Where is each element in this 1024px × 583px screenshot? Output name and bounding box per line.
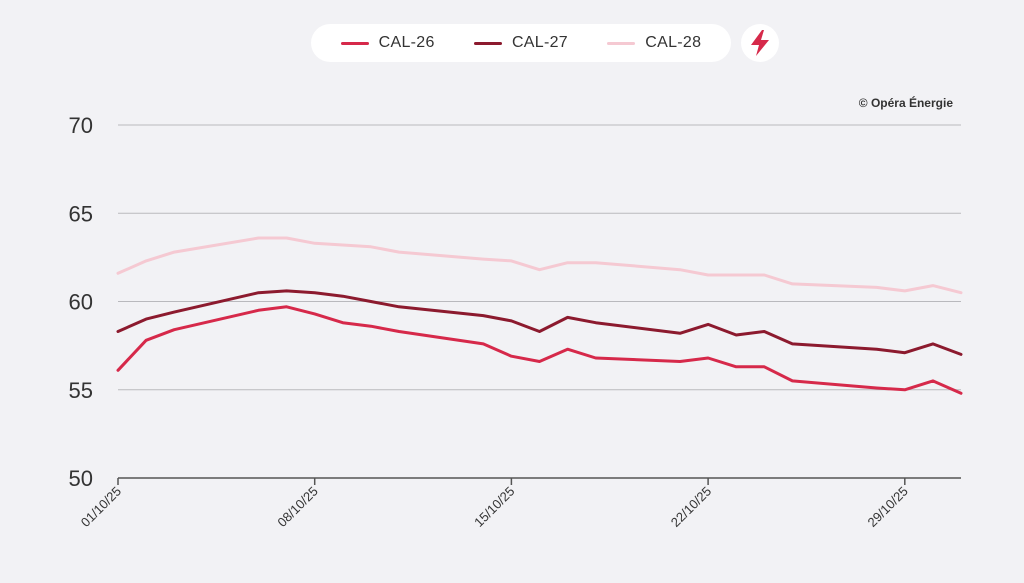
legend-label-cal-28: CAL-28	[645, 34, 702, 51]
x-axis: 01/10/25 08/10/25 15/10/25 22/10/25 29/10/25	[78, 478, 911, 530]
y-tick-label: 50	[69, 466, 93, 491]
x-tick-label: 22/10/25	[668, 484, 714, 530]
legend-label-cal-27: CAL-27	[511, 34, 569, 51]
series-line-cal-26	[116, 305, 963, 395]
y-tick-label: 65	[69, 201, 93, 226]
series-group	[116, 236, 963, 395]
y-tick-label: 60	[69, 290, 93, 315]
grid	[118, 124, 961, 479]
legend-item-cal-28[interactable]: CAL-28	[607, 34, 701, 52]
legend-swatch-cal-28	[607, 41, 636, 45]
series-line-cal-28	[116, 236, 963, 295]
x-tick-label: 15/10/25	[471, 484, 517, 530]
lightning-bolt-icon	[751, 30, 769, 56]
x-tick-label: 08/10/25	[274, 484, 320, 530]
y-tick-label: 70	[69, 113, 93, 138]
x-tick-label: 29/10/25	[865, 484, 911, 530]
y-axis: 50 55 60 65 70	[69, 113, 93, 491]
legend-swatch-cal-26	[340, 41, 369, 45]
legend-label-cal-26: CAL-26	[378, 34, 435, 51]
chart-credit: © Opéra Énergie	[858, 96, 953, 110]
series-line-cal-27	[116, 289, 963, 356]
y-tick-label: 55	[69, 378, 93, 403]
energy-toggle-button[interactable]	[741, 24, 779, 62]
legend-swatch-cal-27	[473, 41, 502, 45]
legend-item-cal-27[interactable]: CAL-27	[473, 34, 569, 52]
legend: CAL-26 CAL-27 CAL-28	[311, 24, 731, 62]
legend-item-cal-26[interactable]: CAL-26	[340, 34, 435, 52]
